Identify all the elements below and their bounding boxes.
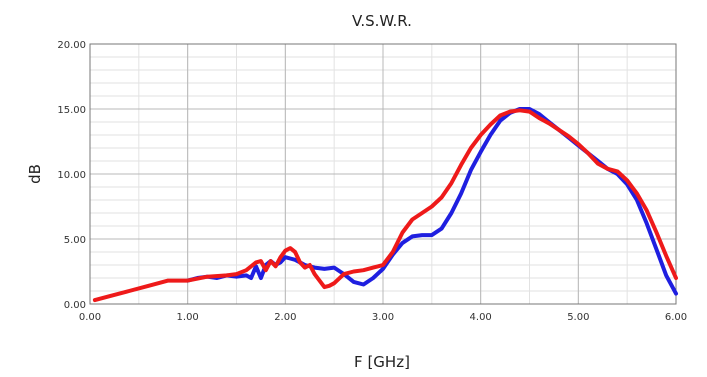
plot-frame [89, 43, 677, 305]
chart-title: V.S.W.R. [352, 12, 412, 30]
series-line-2 [92, 108, 678, 303]
y-tick-label: 10.00 [57, 170, 86, 181]
series-lines [92, 107, 678, 303]
x-tick-label: 0.00 [79, 312, 101, 323]
x-axis-label: F [GHz] [354, 353, 410, 371]
y-axis-label: dB [26, 164, 44, 184]
x-tick-label: 1.00 [177, 312, 199, 323]
y-tick-label: 5.00 [64, 235, 86, 246]
y-tick-label: 20.00 [57, 40, 86, 51]
y-tick-label: 0.00 [64, 300, 86, 311]
x-tick-label: 4.00 [470, 312, 492, 323]
x-tick-label: 5.00 [567, 312, 589, 323]
y-tick-labels: 0.00 5.00 10.00 15.00 20.00 [57, 40, 86, 311]
x-tick-labels: 0.00 1.00 2.00 3.00 4.00 5.00 6.00 [79, 312, 687, 323]
x-tick-label: 2.00 [274, 312, 296, 323]
x-tick-label: 3.00 [372, 312, 394, 323]
x-tick-label: 6.00 [665, 312, 687, 323]
y-tick-label: 15.00 [57, 105, 86, 116]
